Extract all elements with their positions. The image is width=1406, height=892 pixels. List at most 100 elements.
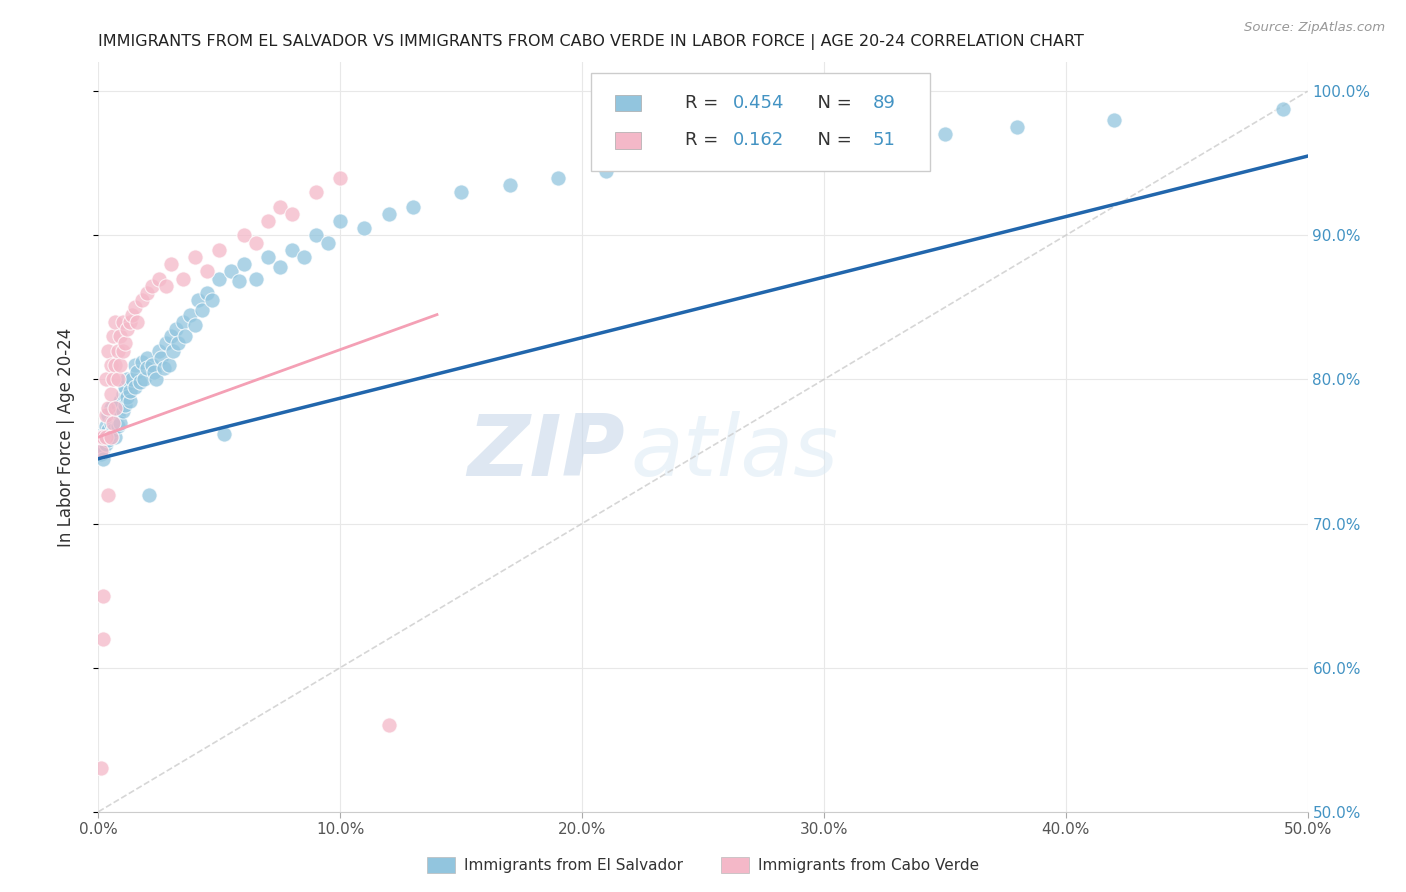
Point <box>107 398 129 412</box>
Point <box>94 430 117 444</box>
Text: R =: R = <box>685 94 724 112</box>
Point <box>101 372 124 386</box>
Point <box>131 355 153 369</box>
Point <box>269 200 291 214</box>
Point <box>121 372 143 386</box>
Point <box>90 762 112 776</box>
Point <box>145 372 167 386</box>
Point <box>160 329 183 343</box>
Point <box>100 430 122 444</box>
Point <box>135 360 157 375</box>
Point <box>131 293 153 308</box>
Text: ZIP: ZIP <box>467 410 624 493</box>
Point <box>201 293 224 308</box>
Text: N =: N = <box>806 131 858 149</box>
Point <box>155 336 177 351</box>
Point <box>269 260 291 274</box>
Point <box>212 427 235 442</box>
Point <box>305 185 328 199</box>
Point <box>114 336 136 351</box>
Point <box>256 214 278 228</box>
FancyBboxPatch shape <box>614 132 641 149</box>
Point <box>160 257 183 271</box>
Point <box>91 632 114 646</box>
Point <box>316 235 339 250</box>
Point <box>165 322 187 336</box>
Point <box>117 322 139 336</box>
Point <box>104 404 127 418</box>
Point <box>148 343 170 358</box>
Text: 0.162: 0.162 <box>734 131 785 149</box>
Point <box>90 437 112 451</box>
Point <box>150 351 173 365</box>
Text: 89: 89 <box>872 94 896 112</box>
Point <box>162 343 184 358</box>
Point <box>121 308 143 322</box>
Y-axis label: In Labor Force | Age 20-24: In Labor Force | Age 20-24 <box>56 327 75 547</box>
Point <box>1007 120 1029 135</box>
Point <box>813 142 835 156</box>
Point <box>97 343 120 358</box>
Point <box>377 718 399 732</box>
Point <box>111 387 134 401</box>
Point <box>245 235 267 250</box>
Point <box>135 351 157 365</box>
Point <box>934 128 956 142</box>
Point <box>256 250 278 264</box>
Text: R =: R = <box>685 131 730 149</box>
Point <box>329 214 352 228</box>
Point <box>97 433 120 447</box>
Point <box>547 170 569 185</box>
Point <box>135 285 157 300</box>
Point <box>886 135 908 149</box>
Point <box>118 394 141 409</box>
Point <box>228 275 250 289</box>
Point <box>281 207 304 221</box>
Point <box>124 301 146 315</box>
Point <box>152 360 174 375</box>
Point <box>97 488 120 502</box>
Text: atlas: atlas <box>630 410 838 493</box>
Point <box>232 228 254 243</box>
Point <box>134 372 156 386</box>
Point <box>91 427 114 442</box>
Point <box>184 250 207 264</box>
Point <box>90 444 112 458</box>
Point <box>127 315 149 329</box>
Point <box>90 430 112 444</box>
Point <box>91 589 114 603</box>
Point <box>498 178 520 192</box>
Point <box>97 423 120 437</box>
Point <box>104 430 127 444</box>
Point <box>108 416 131 430</box>
Point <box>245 271 267 285</box>
Point <box>100 358 122 372</box>
Point <box>127 365 149 379</box>
Point <box>100 416 122 430</box>
Point <box>94 437 117 451</box>
Point <box>143 365 166 379</box>
Point <box>141 278 163 293</box>
Point <box>104 401 127 416</box>
Point <box>91 442 114 456</box>
Point <box>172 271 194 285</box>
Point <box>179 308 201 322</box>
Point <box>124 379 146 393</box>
Point <box>353 221 375 235</box>
Point <box>148 271 170 285</box>
Point <box>124 358 146 372</box>
Point <box>716 145 738 159</box>
Point <box>195 285 218 300</box>
Point <box>644 156 666 170</box>
Point <box>141 358 163 372</box>
Point <box>157 358 180 372</box>
Point <box>108 394 131 409</box>
Point <box>101 423 124 437</box>
Point <box>167 336 190 351</box>
Point <box>208 271 231 285</box>
Point <box>117 390 139 404</box>
Point <box>281 243 304 257</box>
FancyBboxPatch shape <box>591 73 931 171</box>
Point <box>450 185 472 199</box>
Point <box>595 163 617 178</box>
